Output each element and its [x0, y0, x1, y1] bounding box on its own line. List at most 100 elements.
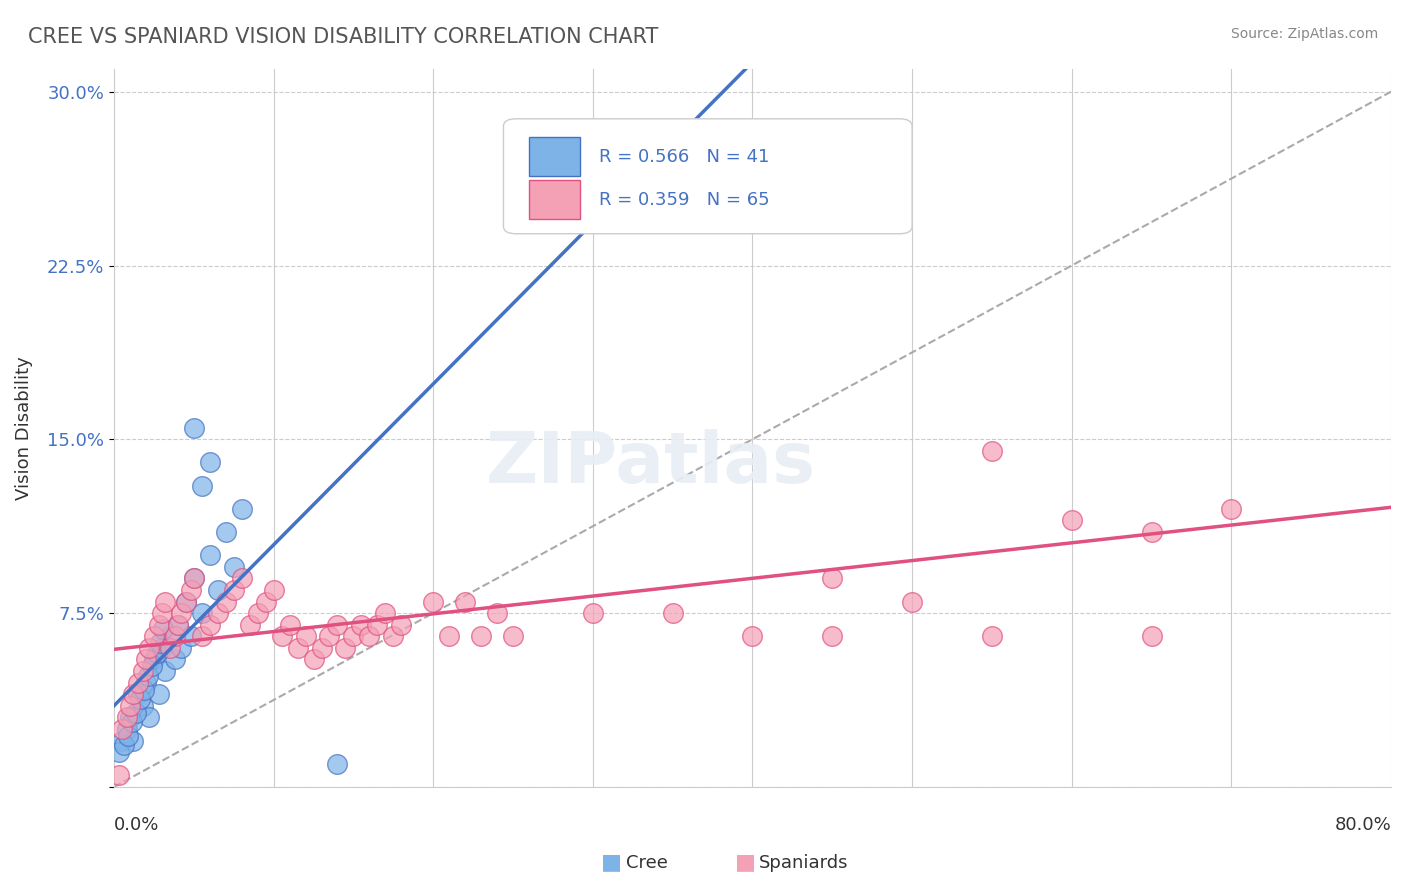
Point [231, 501, 253, 516]
Point [1140, 629, 1163, 643]
Text: 0.0%: 0.0% [114, 815, 159, 834]
Point [135, 652, 157, 666]
Point [122, 733, 145, 747]
Point [1060, 513, 1083, 527]
Point [374, 606, 396, 620]
Point [135, 675, 157, 690]
Text: CREE VS SPANIARD VISION DISABILITY CORRELATION CHART: CREE VS SPANIARD VISION DISABILITY CORRE… [28, 27, 658, 46]
Point [125, 706, 148, 720]
Text: R = 0.566   N = 41: R = 0.566 N = 41 [599, 148, 769, 166]
Point [191, 606, 214, 620]
Point [215, 594, 238, 608]
Point [661, 201, 683, 215]
Text: Spaniards: Spaniards [759, 855, 849, 872]
Point [359, 629, 381, 643]
Point [115, 722, 138, 736]
Point [222, 559, 245, 574]
Point [136, 668, 159, 682]
Point [278, 617, 301, 632]
Point [138, 710, 160, 724]
Point [239, 617, 262, 632]
Point [174, 594, 197, 608]
FancyBboxPatch shape [529, 180, 581, 219]
Text: ■: ■ [602, 853, 621, 872]
Point [170, 606, 193, 620]
Point [422, 594, 444, 608]
Point [342, 629, 364, 643]
Point [112, 738, 135, 752]
Text: ■: ■ [735, 853, 755, 872]
Point [470, 629, 492, 643]
Point [174, 594, 197, 608]
Point [118, 710, 141, 724]
Point [107, 768, 129, 782]
Point [207, 582, 229, 597]
Point [153, 664, 176, 678]
Point [454, 594, 477, 608]
Point [486, 606, 509, 620]
Point [132, 664, 155, 678]
Point [159, 629, 181, 643]
Point [263, 582, 285, 597]
Text: Cree: Cree [626, 855, 668, 872]
Point [287, 640, 309, 655]
Point [981, 443, 1004, 458]
Point [294, 629, 316, 643]
Point [170, 640, 193, 655]
Point [166, 617, 188, 632]
Point [326, 617, 349, 632]
FancyBboxPatch shape [529, 136, 581, 177]
Point [191, 478, 214, 492]
Point [741, 629, 763, 643]
Point [163, 652, 186, 666]
Point [1220, 501, 1243, 516]
Point [111, 722, 134, 736]
Point [180, 582, 202, 597]
Point [118, 698, 141, 713]
Point [142, 629, 165, 643]
Y-axis label: Vision Disability: Vision Disability [15, 356, 32, 500]
Point [350, 617, 373, 632]
Point [127, 675, 149, 690]
Point [150, 606, 173, 620]
Point [254, 594, 277, 608]
Point [311, 640, 333, 655]
Point [121, 714, 143, 729]
Point [382, 629, 405, 643]
Point [152, 623, 174, 637]
Point [389, 617, 412, 632]
Point [159, 640, 181, 655]
Point [146, 646, 169, 660]
Point [111, 733, 134, 747]
Point [981, 629, 1004, 643]
Point [502, 629, 524, 643]
Text: 80.0%: 80.0% [1334, 815, 1391, 834]
Point [142, 652, 165, 666]
Point [302, 652, 325, 666]
Point [153, 594, 176, 608]
Text: ZIPatlas: ZIPatlas [485, 429, 815, 498]
Point [127, 687, 149, 701]
Point [215, 524, 238, 539]
Point [191, 629, 214, 643]
Point [183, 571, 205, 585]
FancyBboxPatch shape [503, 119, 912, 234]
Point [318, 629, 340, 643]
Point [150, 640, 173, 655]
Point [821, 629, 844, 643]
Point [183, 421, 205, 435]
Point [183, 571, 205, 585]
Point [107, 745, 129, 759]
Point [661, 606, 683, 620]
Point [326, 756, 349, 771]
Point [166, 617, 188, 632]
Point [132, 698, 155, 713]
Point [437, 629, 460, 643]
Point [128, 691, 150, 706]
Point [231, 571, 253, 585]
Point [117, 729, 139, 743]
Text: R = 0.359   N = 65: R = 0.359 N = 65 [599, 191, 770, 209]
Point [246, 606, 269, 620]
Point [148, 617, 170, 632]
Point [222, 582, 245, 597]
